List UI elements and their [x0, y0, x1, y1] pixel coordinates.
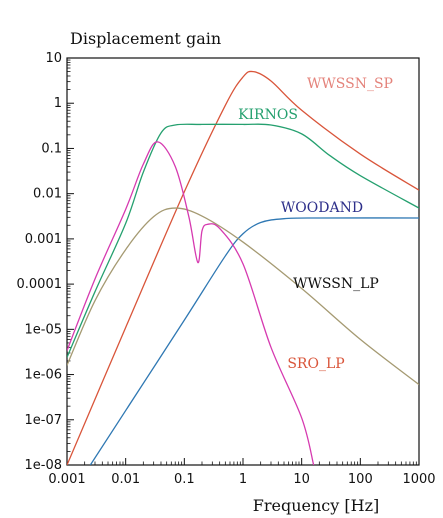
- series-label-wwssn-sp: WWSSN_SP: [307, 76, 393, 92]
- x-tick-label: 1000: [402, 472, 435, 487]
- x-axis: 0.001 0.01 0.1 1 10 100 1000: [48, 458, 436, 487]
- series-line-kirnos: [67, 123, 419, 358]
- y-tick-label: 0.01: [33, 187, 62, 202]
- x-tick-label: 0.001: [48, 472, 85, 487]
- y-tick-label: 1e-08: [24, 458, 62, 473]
- y-tick-label: 0.0001: [17, 277, 63, 292]
- y-tick-label: 10: [45, 51, 62, 66]
- y-axis-title: Displacement gain: [70, 29, 221, 48]
- y-tick-label: 0.1: [41, 141, 62, 156]
- x-tick-label: 10: [293, 472, 310, 487]
- x-tick-label: 1: [239, 472, 247, 487]
- x-axis-title: Frequency [Hz]: [253, 496, 380, 515]
- series-line-sro-lp: [67, 141, 315, 465]
- series-label-woodand: WOODAND: [281, 200, 363, 216]
- x-tick-label: 0.1: [174, 472, 195, 487]
- series-label-sro-lp: SRO_LP: [287, 356, 344, 372]
- x-tick-label: 100: [348, 472, 373, 487]
- y-tick-label: 1e-05: [24, 322, 62, 337]
- y-axis: 1e-08 1e-07 1e-06 1e-05 0.0001 0.001 0.01 0.1 1 1…: [17, 51, 74, 473]
- series-line-wwssn-sp: [67, 70, 419, 465]
- series-line-wwssn-lp: [67, 207, 419, 386]
- y-tick-label: 1e-07: [24, 413, 62, 428]
- series-lines: [67, 70, 419, 465]
- y-tick-label: 0.001: [25, 232, 62, 247]
- series-line-woodand: [89, 217, 419, 465]
- y-tick-label: 1: [54, 96, 62, 111]
- series-label-kirnos: KIRNOS: [238, 107, 298, 123]
- series-label-wwssn-lp: WWSSN_LP: [293, 276, 379, 292]
- x-tick-label: 0.01: [111, 472, 140, 487]
- y-tick-label: 1e-06: [24, 368, 62, 383]
- series-labels: WWSSN_SP KIRNOS WOODAND WWSSN_LP SRO_LP: [238, 76, 393, 372]
